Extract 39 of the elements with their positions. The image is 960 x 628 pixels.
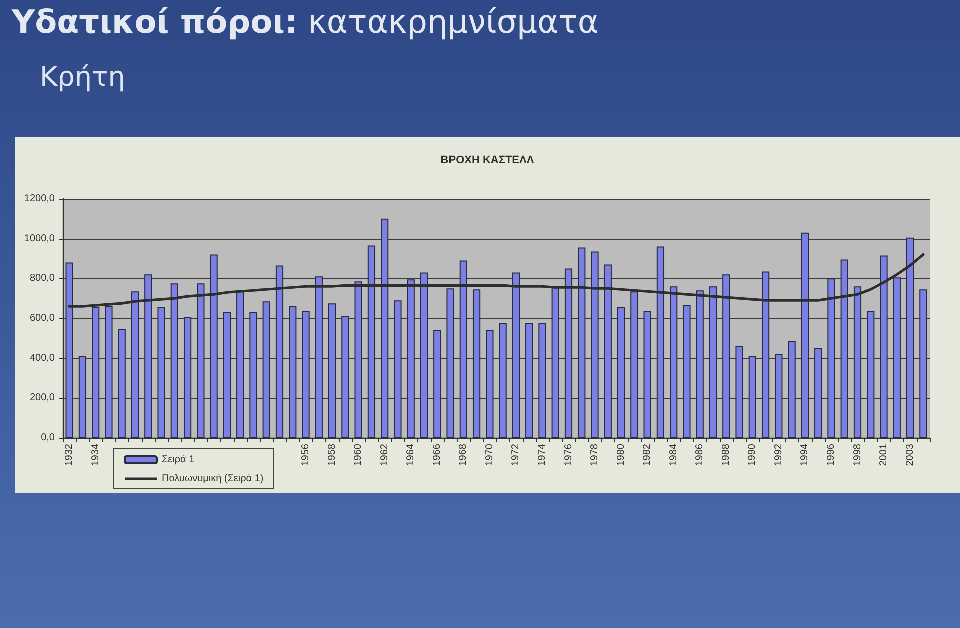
x-tick-label: 1968: [458, 444, 470, 466]
x-tick-label: 1976: [563, 444, 574, 466]
x-tick-label: 1994: [800, 444, 811, 466]
x-tick-label: 1996: [826, 444, 837, 466]
x-tick-label: 1982: [642, 444, 654, 466]
x-tick-label: 1970: [484, 444, 496, 466]
x-tick-label: 1972: [510, 444, 522, 466]
x-tick-label: 1978: [590, 444, 601, 466]
x-tick-label: 1986: [694, 444, 706, 466]
x-tick-label: 2003: [904, 444, 916, 466]
x-tick-label: 1932: [64, 444, 76, 466]
x-tick-label: 1958: [326, 444, 338, 466]
x-tick-label: 1988: [720, 444, 732, 466]
legend-label: Πολυωνυμική (Σειρά 1): [162, 474, 264, 484]
x-tick-label: 1980: [616, 444, 627, 466]
y-tick-label: 1000,0: [24, 233, 56, 244]
y-tick-label: 400,0: [30, 352, 56, 364]
x-tick-label: 1934: [90, 444, 102, 466]
x-tick-label: 1964: [406, 444, 417, 466]
chart-subtitle: Κρήτη: [40, 62, 126, 93]
x-tick-label: 1998: [852, 444, 864, 466]
chart-title: Υδατικοί πόροι: κατακρημνίσματα: [12, 3, 599, 41]
x-tick-label: 1960: [353, 444, 364, 466]
x-tick-label: 1984: [668, 444, 680, 466]
x-tick-label: 1990: [747, 444, 758, 466]
y-tick-label: 800,0: [30, 273, 56, 284]
y-tick-label: 600,0: [30, 313, 56, 324]
x-tick-label: 1966: [432, 444, 443, 466]
x-tick-label: 1992: [773, 444, 784, 466]
x-tick-label: 1956: [300, 444, 312, 466]
text: ΒΡΟΧΗ ΚΑΣΤΕΛΛ: [440, 154, 535, 166]
line-series: [68, 253, 925, 308]
y-tick-label: 200,0: [30, 392, 56, 404]
y-tick-label: 0,0: [41, 432, 56, 444]
x-tick-label: 2001: [878, 444, 890, 466]
y-tick-label: 1200,0: [24, 194, 56, 204]
legend-label: Σειρά 1: [162, 454, 196, 466]
x-tick-label: 1962: [379, 444, 390, 466]
x-tick-label: 1974: [536, 444, 548, 466]
